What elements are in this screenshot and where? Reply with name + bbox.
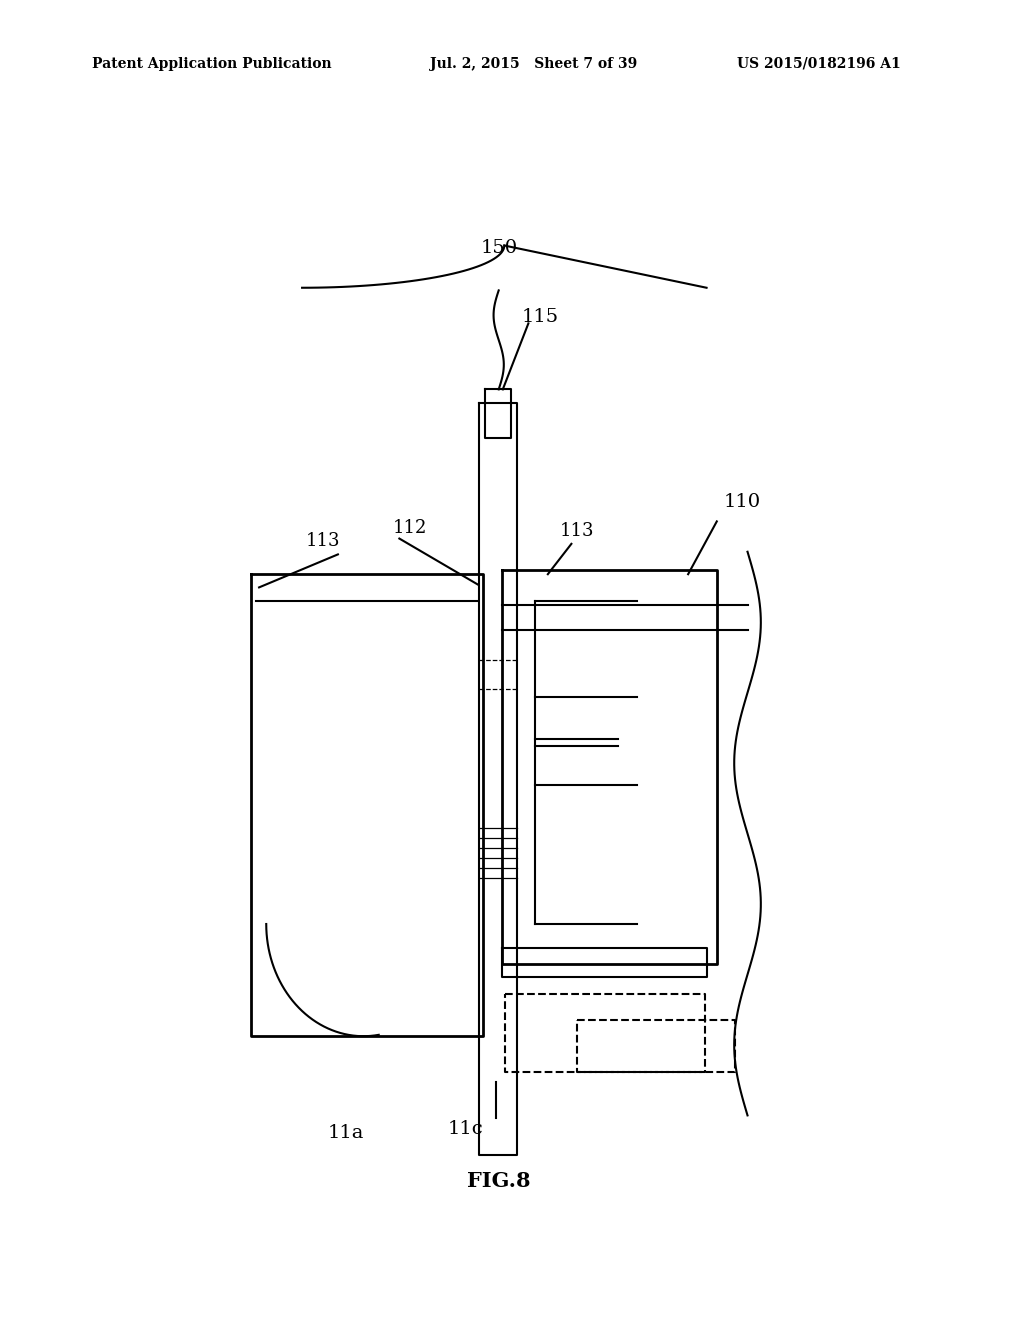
Text: 11a: 11a	[328, 1123, 365, 1142]
Text: 115: 115	[522, 308, 559, 326]
Text: 110: 110	[724, 492, 761, 511]
Text: 11c: 11c	[449, 1119, 483, 1138]
Text: 113: 113	[305, 532, 340, 550]
Text: 113: 113	[559, 521, 594, 540]
Text: Patent Application Publication: Patent Application Publication	[92, 57, 332, 71]
Text: Jul. 2, 2015   Sheet 7 of 39: Jul. 2, 2015 Sheet 7 of 39	[430, 57, 637, 71]
Text: 112: 112	[392, 519, 427, 537]
Text: 150: 150	[480, 239, 517, 257]
Text: FIG.8: FIG.8	[467, 1171, 530, 1192]
Text: US 2015/0182196 A1: US 2015/0182196 A1	[737, 57, 901, 71]
